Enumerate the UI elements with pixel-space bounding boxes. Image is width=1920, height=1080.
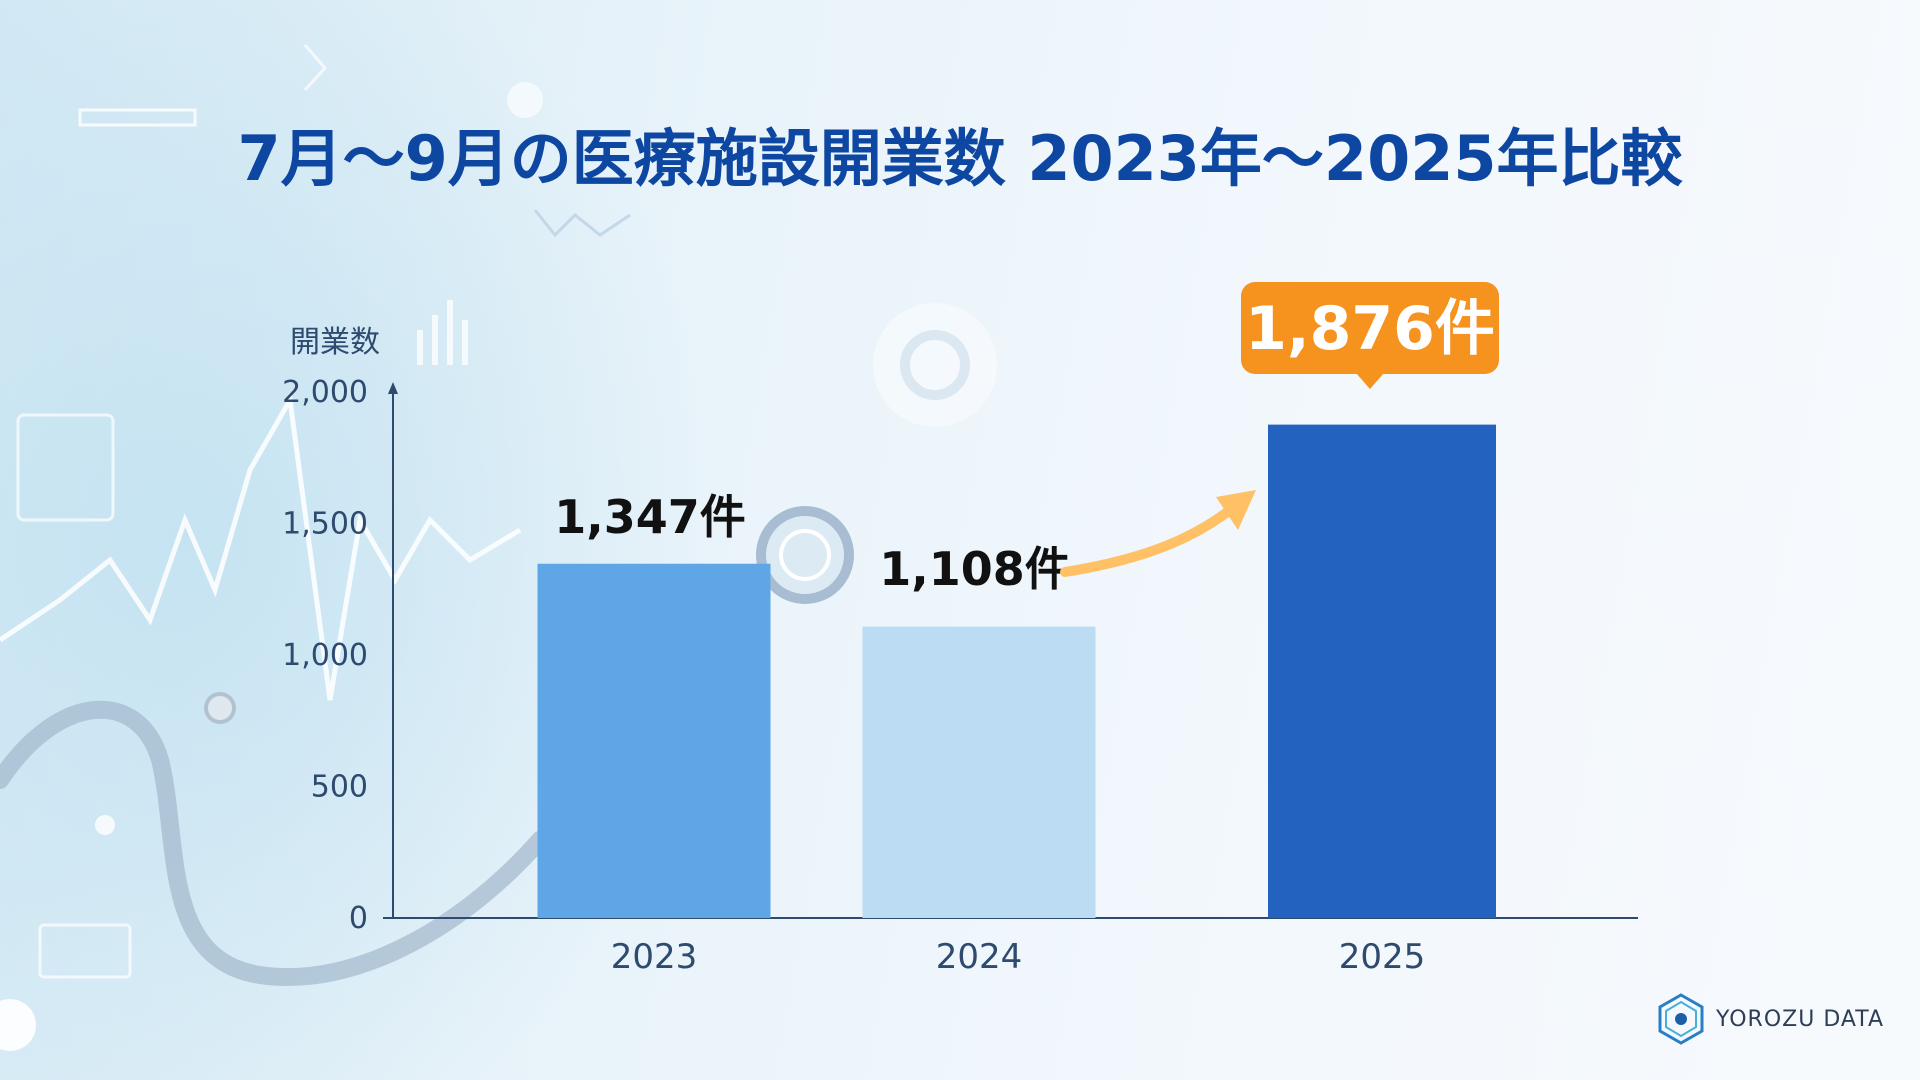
chevron-decoration	[303, 44, 328, 92]
data-label-2023: 1,347件	[554, 490, 746, 544]
folder-decoration	[38, 923, 132, 979]
growth-arrowhead	[1216, 490, 1256, 530]
highlight-callout-pointer	[1356, 373, 1384, 389]
magnifier-ring-decoration	[900, 330, 970, 400]
y-axis-title: 開業数	[290, 325, 380, 360]
lens-inner-decoration	[779, 529, 831, 581]
y-tick-label: 0	[349, 901, 368, 936]
bar-2023	[537, 563, 771, 918]
dot-decoration	[507, 82, 543, 118]
highlight-callout-box	[1241, 282, 1499, 374]
magnifier-decoration	[873, 303, 997, 427]
heartbeat-line-decoration	[0, 392, 522, 701]
stethoscope-decoration	[0, 700, 549, 986]
y-axis-arrowhead	[388, 382, 398, 394]
y-tick-label: 1,000	[282, 638, 368, 673]
growth-arrow	[1060, 497, 1245, 577]
y-tick-label: 1,500	[282, 507, 368, 542]
brand-name: YOROZU DATA	[1716, 1006, 1884, 1032]
clipboard-decoration	[16, 413, 115, 522]
hexagon-logo-icon	[1658, 993, 1704, 1045]
data-label-2024: 1,108件	[879, 542, 1071, 596]
brand-logo: YOROZU DATA	[1654, 992, 1884, 1046]
data-label-2025: 1,876件	[1245, 294, 1495, 364]
stethoscope-head-decoration	[204, 692, 236, 724]
bar-2025	[1268, 424, 1496, 918]
bar-2024	[862, 626, 1096, 918]
dot-decoration	[95, 815, 115, 835]
mini-chart-decoration	[533, 209, 631, 238]
x-tick-label: 2024	[936, 937, 1023, 977]
ruler-decoration	[78, 108, 197, 127]
y-tick-label: 500	[311, 770, 368, 805]
lens-decoration	[756, 506, 854, 604]
dot-decoration	[0, 999, 36, 1051]
x-tick-label: 2023	[611, 937, 698, 977]
mini-bars-decoration	[417, 300, 468, 365]
page-title: 7月〜9月の医療施設開業数 2023年〜2025年比較	[237, 122, 1683, 195]
x-tick-label: 2025	[1339, 937, 1426, 977]
y-tick-label: 2,000	[282, 375, 368, 410]
